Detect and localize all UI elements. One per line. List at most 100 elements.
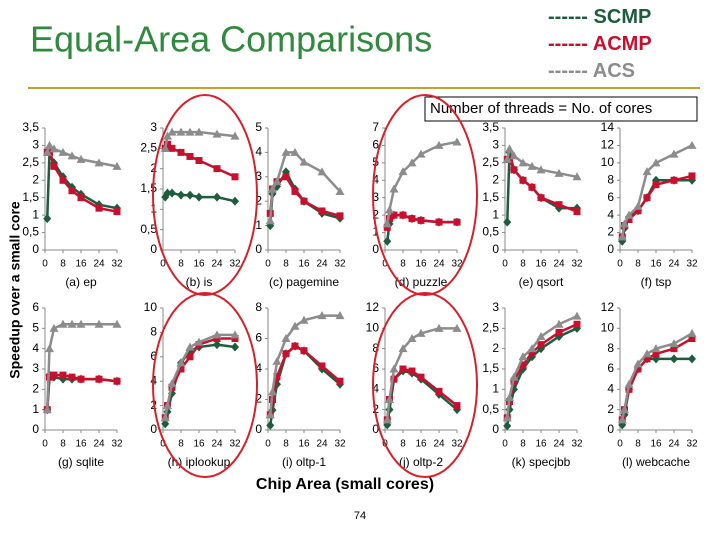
panel: 0 0,5 1 1,5 2 2,5 3 0 8 16 24 32(k) specjbb (482, 300, 583, 469)
y-tick-label: 0 (255, 422, 262, 436)
marker (281, 147, 291, 156)
marker (281, 334, 291, 342)
y-tick-label: 1 (32, 207, 39, 221)
marker (213, 192, 221, 202)
marker (434, 323, 444, 332)
panel-title: (f) tsp (641, 275, 672, 289)
marker (434, 140, 444, 149)
marker (572, 172, 582, 181)
marker (282, 350, 290, 358)
marker (624, 379, 634, 388)
marker (408, 215, 416, 223)
y-tick-label: 6 (607, 190, 614, 204)
y-axis-title: Speedup over a small core (7, 201, 23, 379)
marker (194, 337, 204, 346)
x-tick-label: 8 (400, 439, 406, 450)
series-line (621, 144, 693, 238)
marker (527, 161, 537, 170)
y-tick-label: 4 (255, 145, 262, 159)
marker (195, 192, 203, 202)
x-tick-label: 32 (571, 259, 583, 270)
marker (268, 387, 277, 396)
y-tick-label: 2,5 (140, 141, 157, 155)
marker (265, 216, 275, 225)
series-line (506, 152, 577, 223)
x-tick-label: 32 (229, 439, 241, 450)
series-line (269, 344, 341, 415)
marker (390, 211, 398, 219)
x-tick-label: 0 (502, 439, 508, 450)
marker (266, 420, 275, 430)
marker (290, 321, 300, 330)
x-tick-label: 0 (265, 439, 271, 450)
x-tick-label: 8 (520, 439, 526, 450)
marker (502, 413, 512, 422)
marker (555, 201, 563, 209)
y-tick-label: 1 (492, 382, 499, 396)
x-tick-label: 32 (111, 439, 123, 450)
panel-title: (d) puzzle (395, 275, 448, 289)
marker (282, 173, 290, 181)
y-tick-label: 8 (372, 341, 379, 355)
marker (164, 140, 171, 148)
y-tick-label: 8 (255, 300, 262, 314)
marker (160, 413, 170, 422)
series-line (164, 343, 236, 425)
marker (300, 197, 308, 205)
y-tick-label: 3 (255, 169, 262, 183)
marker (77, 375, 85, 383)
y-tick-label: 0 (32, 242, 39, 256)
series-line (269, 314, 340, 415)
marker (509, 151, 519, 160)
marker (408, 367, 416, 375)
marker (519, 361, 527, 369)
x-tick-label: 8 (60, 259, 66, 270)
y-tick-label: 0 (372, 422, 379, 436)
marker (389, 184, 399, 193)
marker (407, 334, 417, 342)
marker (176, 358, 186, 367)
x-tick-label: 32 (451, 439, 463, 450)
marker (651, 344, 661, 353)
marker (398, 344, 408, 353)
marker (212, 330, 222, 339)
x-tick-label: 0 (382, 259, 388, 270)
x-tick-label: 32 (111, 259, 123, 270)
slide-title: Equal-Area Comparisons (30, 19, 432, 60)
marker (231, 342, 239, 352)
x-tick-label: 8 (283, 259, 289, 270)
x-tick-label: 32 (686, 439, 698, 450)
marker (505, 144, 514, 153)
marker (453, 402, 461, 410)
marker (620, 405, 629, 414)
x-tick-label: 8 (635, 439, 641, 450)
x-tick-label: 24 (93, 439, 105, 450)
x-tick-label: 32 (451, 259, 463, 270)
marker (336, 212, 344, 220)
marker (643, 194, 651, 202)
y-tick-label: 3 (492, 300, 499, 314)
marker (212, 129, 222, 138)
marker (670, 176, 678, 184)
legend-label: ACMP (593, 33, 652, 55)
marker (163, 188, 172, 198)
x-tick-label: 24 (211, 439, 223, 450)
marker (299, 315, 309, 324)
y-tick-label: 4 (255, 361, 262, 375)
marker (186, 353, 194, 361)
marker (502, 154, 512, 163)
highlight-ellipse (372, 94, 478, 296)
panel-title: (h) iplookup (168, 455, 231, 469)
x-tick-label: 16 (193, 439, 205, 450)
marker (383, 236, 392, 246)
y-tick-label: 7 (372, 120, 379, 134)
marker (186, 152, 194, 160)
marker (59, 371, 67, 379)
y-tick-label: 8 (607, 341, 614, 355)
marker (527, 344, 537, 353)
marker (59, 176, 67, 184)
marker (265, 410, 275, 419)
x-tick-label: 8 (178, 439, 184, 450)
x-tick-label: 0 (265, 259, 271, 270)
